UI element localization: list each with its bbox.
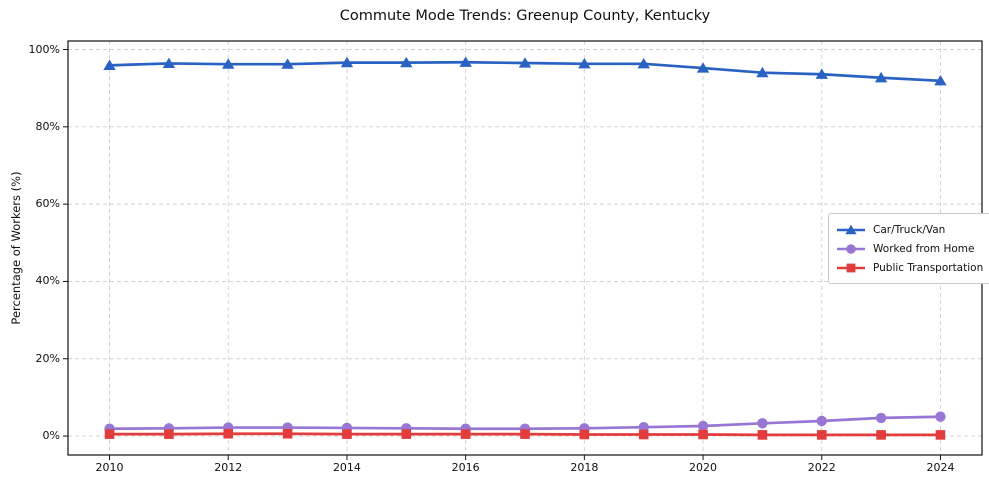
x-tick-label-2010: 2010 — [95, 461, 124, 474]
data-point-marker — [520, 429, 530, 439]
legend-label: Car/Truck/Van — [873, 223, 946, 236]
x-tick-label-2014: 2014 — [332, 461, 361, 474]
data-point-marker — [460, 429, 471, 439]
data-point-marker — [579, 429, 590, 440]
legend-item: Car/Truck/Van — [836, 220, 983, 239]
data-point-marker — [281, 58, 294, 69]
data-point-marker — [876, 430, 886, 440]
y-tick-label-40%: 40% — [35, 274, 60, 288]
data-point-marker — [697, 420, 709, 432]
data-point-marker — [935, 411, 946, 422]
circle-legend-swatch-icon — [837, 243, 865, 254]
x-tick-label-2020: 2020 — [689, 461, 718, 474]
data-point-marker — [340, 56, 354, 68]
y-tick-label-60%: 60% — [35, 197, 60, 211]
x-tick-label-2016: 2016 — [451, 461, 480, 474]
data-point-marker — [815, 68, 828, 79]
data-point-marker — [400, 56, 413, 68]
y-tick-label-80%: 80% — [35, 119, 60, 133]
data-point-marker — [757, 418, 768, 429]
legend-item: Worked from Home — [836, 239, 983, 258]
data-point-marker — [934, 75, 947, 86]
data-point-marker — [816, 415, 827, 427]
data-point-marker — [103, 59, 116, 70]
data-point-marker — [578, 58, 591, 69]
data-point-marker — [222, 58, 235, 69]
data-point-marker — [638, 429, 649, 440]
data-point-marker — [104, 429, 115, 439]
x-tick-label-2018: 2018 — [570, 461, 599, 474]
data-point-marker — [757, 430, 768, 440]
data-point-marker — [518, 57, 532, 68]
square-legend-swatch-icon — [837, 263, 865, 272]
data-point-marker — [342, 429, 352, 439]
y-tick-label-20%: 20% — [35, 351, 60, 365]
chart-title: Commute Mode Trends: Greenup County, Ken… — [339, 8, 711, 24]
data-point-marker — [874, 71, 888, 83]
data-point-marker — [401, 429, 412, 439]
data-point-marker — [696, 62, 710, 73]
y-tick-label-0%: 0% — [42, 429, 60, 443]
x-tick-label-2012: 2012 — [214, 461, 243, 474]
x-tick-label-2022: 2022 — [807, 461, 836, 474]
data-point-marker — [162, 57, 176, 69]
legend-label: Worked from Home — [873, 242, 975, 255]
y-tick-label-100%: 100% — [28, 42, 60, 56]
data-point-marker — [637, 58, 650, 69]
data-point-marker — [223, 428, 234, 439]
legend-label: Public Transportation — [873, 261, 984, 274]
data-point-marker — [935, 430, 946, 440]
triangle-up-legend-swatch-icon — [837, 224, 865, 234]
data-point-marker — [698, 429, 708, 440]
data-point-marker — [459, 56, 472, 67]
legend: Car/Truck/Van Worked from Home Public Tran… — [828, 213, 989, 284]
data-point-marker — [756, 66, 769, 78]
x-tick-label-2024: 2024 — [926, 461, 955, 474]
data-point-marker — [816, 430, 827, 440]
data-point-marker — [282, 428, 293, 439]
data-point-marker — [875, 412, 887, 424]
legend-item: Public Transportation — [836, 258, 983, 277]
data-point-marker — [164, 429, 174, 439]
